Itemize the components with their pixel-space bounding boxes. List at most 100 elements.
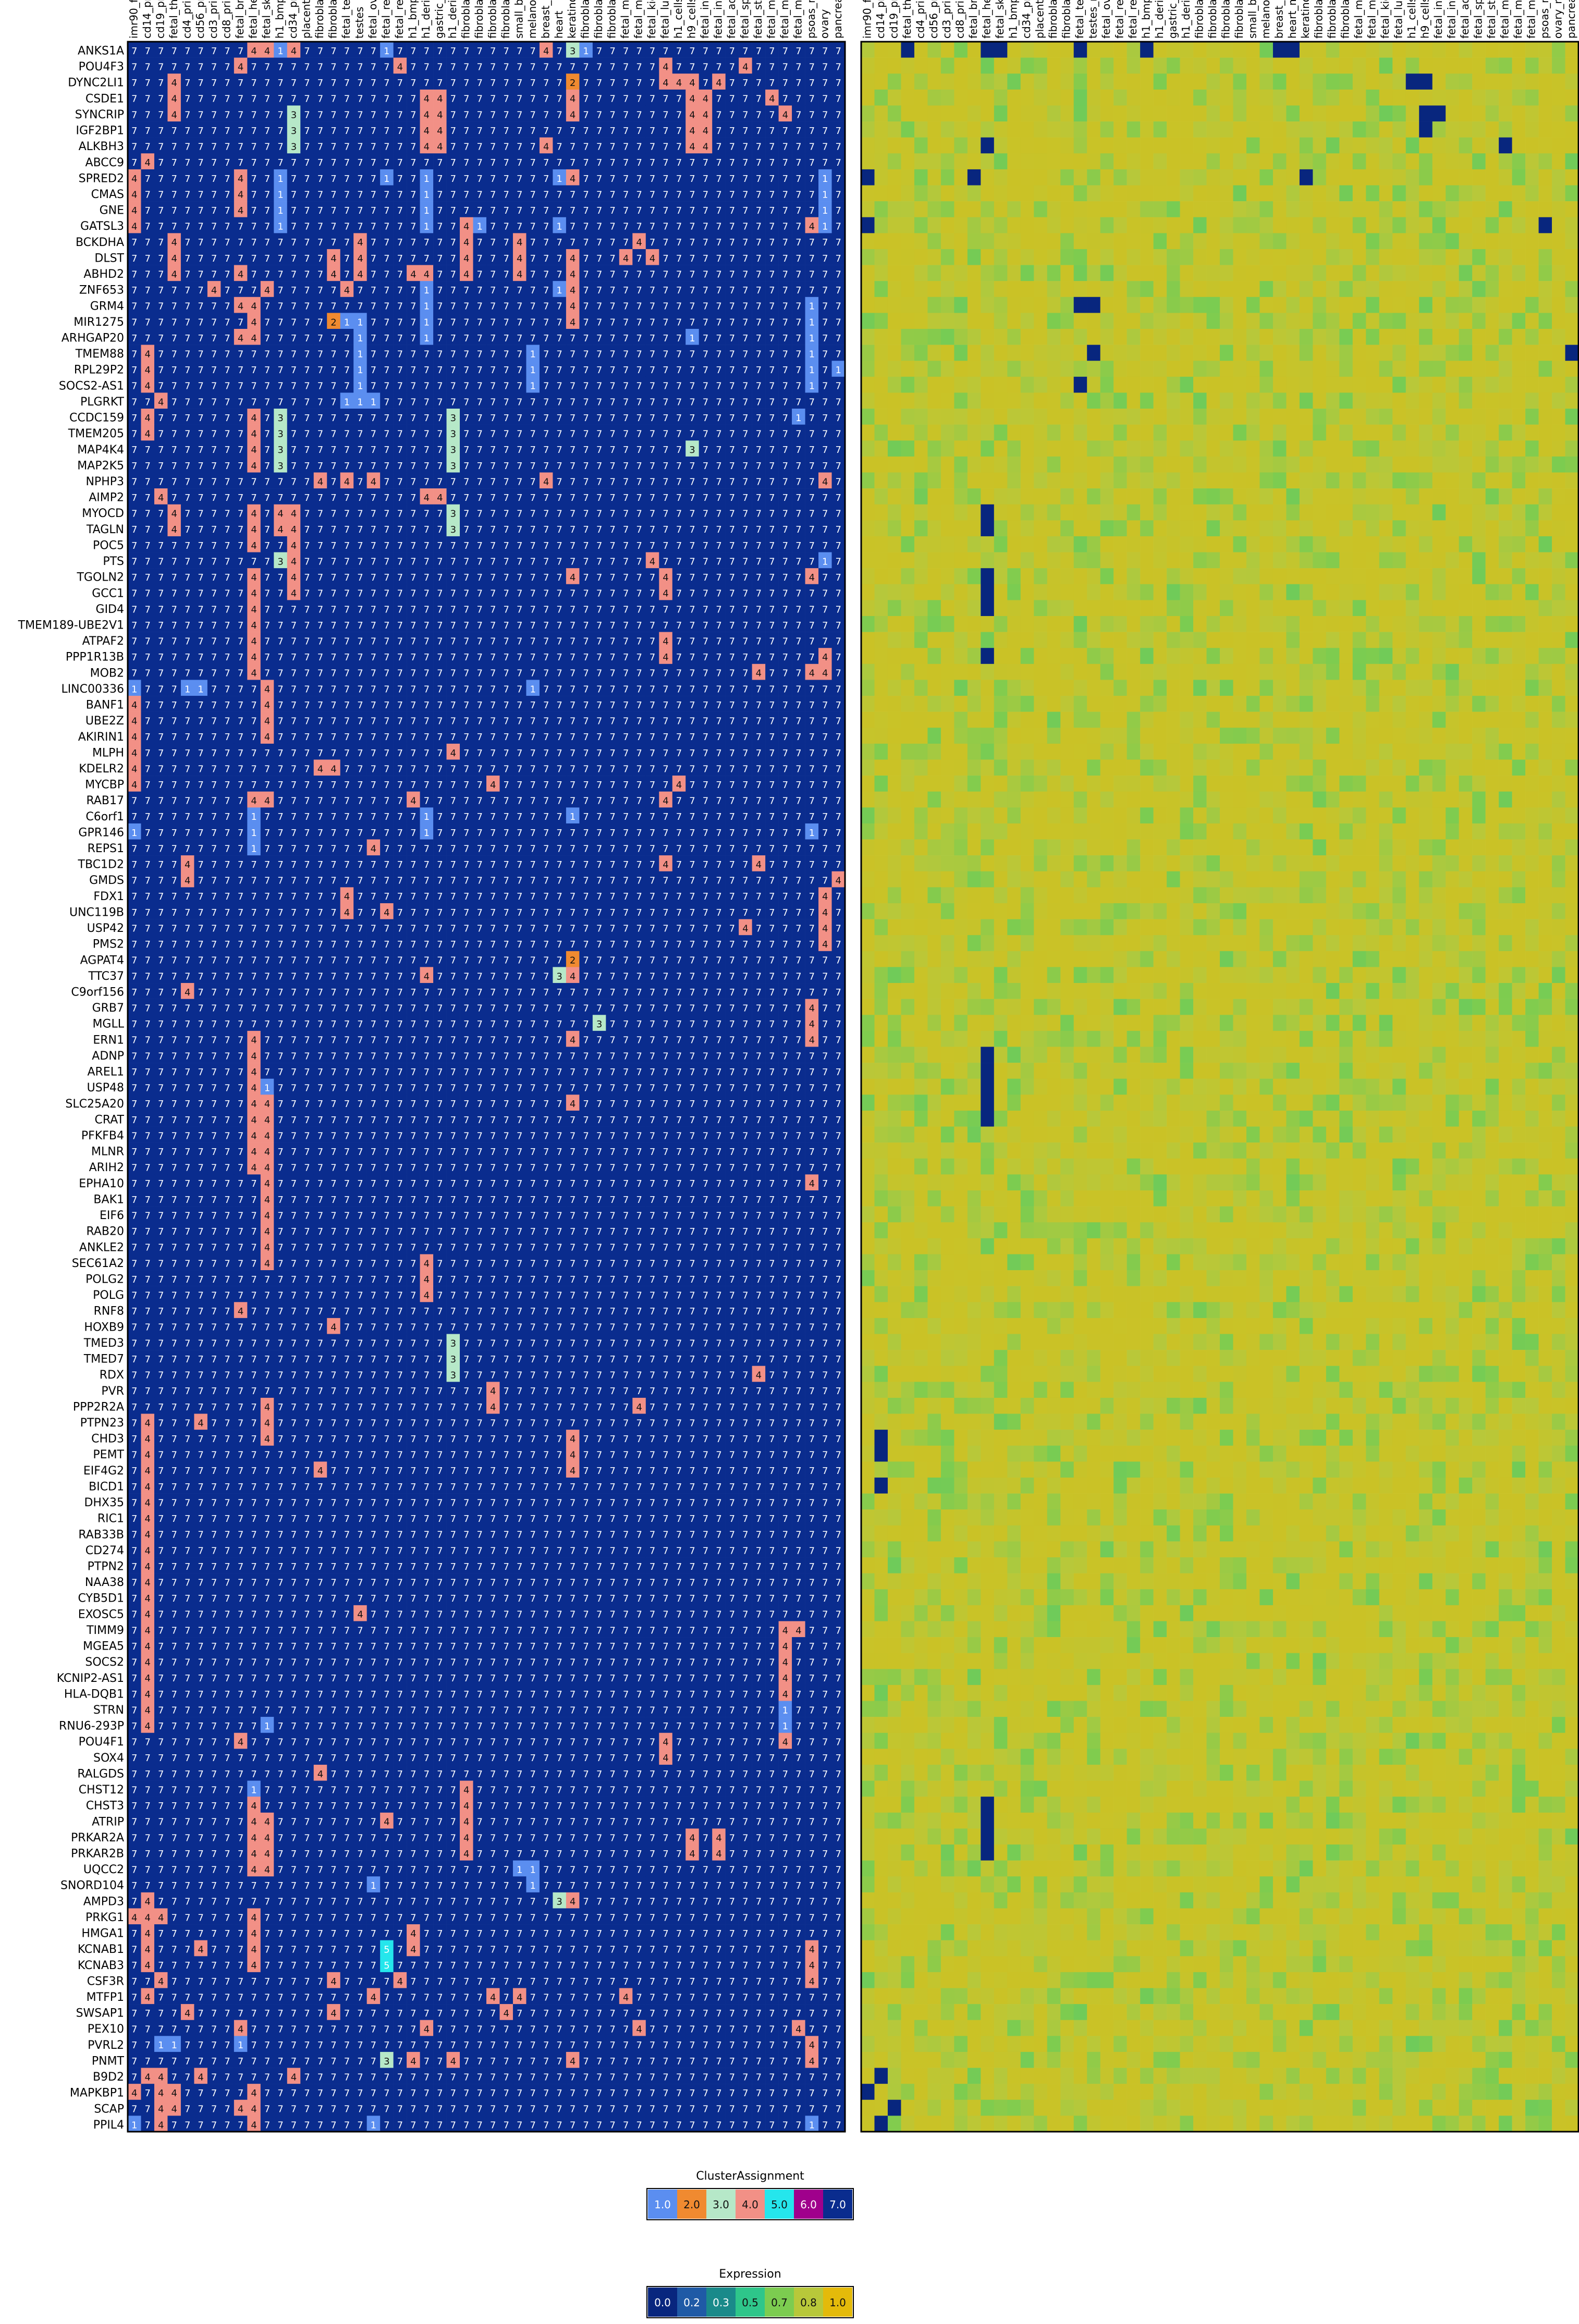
cluster-cell-label: 7 xyxy=(158,157,164,168)
cluster-cell-label: 7 xyxy=(158,604,164,615)
cluster-cell-label: 7 xyxy=(437,588,443,599)
cluster-cell-label: 1 xyxy=(277,189,283,200)
cluster-cell-label: 7 xyxy=(357,493,363,503)
cluster-cell-label: 7 xyxy=(570,476,576,487)
cluster-cell-label: 7 xyxy=(424,381,430,392)
cluster-cell-label: 7 xyxy=(676,222,682,232)
cluster-cell-label: 7 xyxy=(583,668,589,679)
cluster-cell-label: 7 xyxy=(756,556,762,567)
column-header: fibroblast xyxy=(313,0,326,39)
cluster-cell-label: 7 xyxy=(650,397,655,408)
cluster-cell-label: 7 xyxy=(463,397,469,408)
cluster-cell-label: 7 xyxy=(344,684,350,695)
cluster-cell-label: 7 xyxy=(836,684,841,695)
cluster-cell-label: 7 xyxy=(716,620,721,631)
cluster-cell-label: 7 xyxy=(477,285,483,296)
cluster-cell-label: 7 xyxy=(317,142,323,153)
cluster-cell-label: 7 xyxy=(450,493,456,503)
cluster-cell-label: 7 xyxy=(716,174,721,185)
cluster-cell-label: 7 xyxy=(291,189,297,200)
cluster-cell-label: 7 xyxy=(371,604,376,615)
gene-label: EIF4G2 xyxy=(83,1465,124,1478)
cluster-cell-label: 7 xyxy=(304,142,310,153)
cluster-cell-label: 7 xyxy=(822,365,828,376)
cluster-cell-label: 7 xyxy=(490,397,496,408)
cluster-cell-label: 7 xyxy=(384,636,389,647)
cluster-cell-label: 4 xyxy=(437,142,443,153)
cluster-cell-label: 7 xyxy=(264,413,270,424)
cluster-cell-label: 7 xyxy=(556,189,562,200)
cluster-cell-label: 7 xyxy=(144,301,150,312)
cluster-cell-label: 7 xyxy=(703,317,708,328)
cluster-cell-label: 7 xyxy=(264,349,270,360)
cluster-cell-label: 7 xyxy=(703,493,708,503)
cluster-cell-label: 7 xyxy=(171,46,177,57)
gene-label: TBC1D2 xyxy=(78,858,124,871)
cluster-cell-label: 7 xyxy=(317,588,323,599)
gene-label: HLA-DQB1 xyxy=(64,1688,124,1701)
cluster-cell-label: 3 xyxy=(450,461,456,472)
cluster-cell-label: 7 xyxy=(277,333,283,344)
cluster-cell-label: 7 xyxy=(331,620,336,631)
cluster-cell-label: 7 xyxy=(795,189,801,200)
column-header: fetal_muscle_back xyxy=(632,0,645,39)
cluster-cell-label: 7 xyxy=(650,46,655,57)
gene-label: TGOLN2 xyxy=(76,571,124,584)
cluster-cell-label: 7 xyxy=(238,237,243,248)
cluster-cell-label: 7 xyxy=(424,349,430,360)
cluster-cell-label: 7 xyxy=(357,285,363,296)
cluster-cell-label: 7 xyxy=(795,397,801,408)
cluster-cell-label: 7 xyxy=(769,237,775,248)
cluster-cell-label: 7 xyxy=(397,142,403,153)
cluster-cell-label: 7 xyxy=(371,222,376,232)
cluster-cell-label: 7 xyxy=(490,109,496,120)
cluster-cell-label: 7 xyxy=(317,285,323,296)
cluster-cell-label: 7 xyxy=(676,46,682,57)
cluster-cell-label: 7 xyxy=(583,205,589,216)
cluster-cell-label: 7 xyxy=(703,222,708,232)
cluster-cell-label: 7 xyxy=(676,333,682,344)
cluster-cell-label: 4 xyxy=(636,237,642,248)
cluster-cell-label: 7 xyxy=(729,572,735,583)
cluster-cell-label: 7 xyxy=(769,285,775,296)
cluster-cell-label: 4 xyxy=(144,413,150,424)
cluster-cell-label: 7 xyxy=(397,524,403,535)
cluster-cell-label: 7 xyxy=(729,365,735,376)
cluster-cell-label: 7 xyxy=(304,94,310,105)
cluster-cell-label: 7 xyxy=(424,429,430,440)
cluster-cell-label: 7 xyxy=(596,78,602,89)
cluster-cell-label: 7 xyxy=(517,620,522,631)
cluster-cell-label: 7 xyxy=(795,142,801,153)
gene-label: UBE2Z xyxy=(85,715,124,728)
column-header: fetal_kidney xyxy=(645,0,658,39)
cluster-cell-label: 7 xyxy=(530,636,535,647)
cluster-cell-label: 7 xyxy=(185,62,190,72)
cluster-cell-label: 7 xyxy=(371,620,376,631)
cluster-cell-label: 7 xyxy=(716,668,721,679)
cluster-cell-label: 7 xyxy=(756,94,762,105)
gene-label: PPP2R2A xyxy=(73,1400,124,1413)
cluster-cell-label: 7 xyxy=(650,301,655,312)
cluster-cell-label: 7 xyxy=(185,397,190,408)
cluster-cell-label: 7 xyxy=(517,109,522,120)
cluster-cell-label: 7 xyxy=(144,461,150,472)
cluster-cell-label: 3 xyxy=(450,524,456,535)
cluster-cell-label: 7 xyxy=(716,572,721,583)
cluster-cell-label: 4 xyxy=(663,78,668,89)
cluster-cell-label: 7 xyxy=(742,620,748,631)
cluster-cell-label: 7 xyxy=(410,317,416,328)
cluster-cell-label: 7 xyxy=(503,524,509,535)
cluster-cell-label: 7 xyxy=(450,189,456,200)
cluster-cell-label: 1 xyxy=(198,684,203,695)
cluster-cell-label: 7 xyxy=(822,684,828,695)
column-header: cd34_primary_cells xyxy=(287,0,299,39)
cluster-cell-label: 7 xyxy=(185,509,190,520)
cluster-cell-label: 7 xyxy=(131,78,137,89)
cluster-cell-label: 7 xyxy=(344,94,350,105)
column-header: h1_derived_neuronal_progenitor_cultured_… xyxy=(420,0,432,39)
cluster-cell-label: 7 xyxy=(277,78,283,89)
column-header: fetal_adrenal_gland xyxy=(725,0,738,39)
cluster-cell-label: 7 xyxy=(477,397,483,408)
cluster-cell-label: 4 xyxy=(410,269,416,280)
cluster-cell-label: 7 xyxy=(477,572,483,583)
